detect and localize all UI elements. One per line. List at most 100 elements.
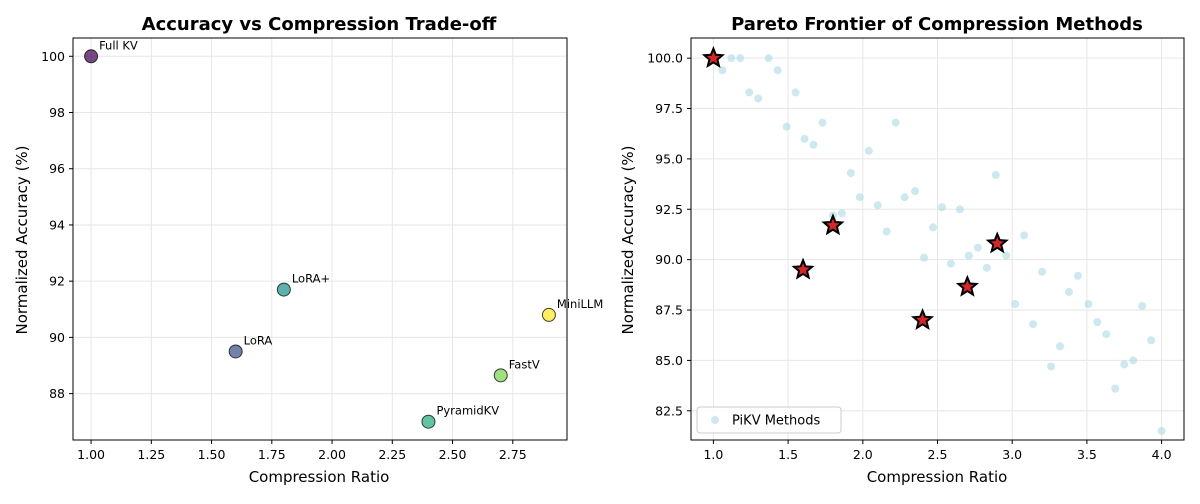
pikv-point xyxy=(1029,320,1038,329)
left-x-axis-label: Compression Ratio xyxy=(249,468,390,486)
left-x-tick-label: 2.25 xyxy=(378,447,406,462)
point-label: Full KV xyxy=(99,38,138,52)
pikv-point xyxy=(1020,231,1029,240)
pikv-point xyxy=(718,66,727,75)
legend-label: PiKV Methods xyxy=(732,414,820,429)
pikv-point xyxy=(754,94,763,103)
pikv-point xyxy=(973,243,982,252)
left-y-tick-label: 90 xyxy=(49,330,65,345)
left-x-tick-label: 1.75 xyxy=(258,447,286,462)
pikv-point xyxy=(800,134,809,143)
point-label: PyramidKV xyxy=(436,404,499,418)
pikv-point xyxy=(1102,330,1111,339)
right-x-tick-label: 2.5 xyxy=(928,447,948,462)
pikv-point xyxy=(955,205,964,214)
pikv-point xyxy=(1111,384,1120,393)
pikv-point xyxy=(1147,336,1156,345)
pikv-point xyxy=(736,54,745,63)
pikv-point xyxy=(1120,360,1129,369)
left-y-axis-label: Normalized Accuracy (%) xyxy=(13,145,31,334)
left-y-tick-label: 100 xyxy=(41,49,65,64)
pareto-star xyxy=(955,274,979,297)
point-label: LoRA xyxy=(244,333,273,347)
left-y-tick-label: 98 xyxy=(49,105,65,120)
point-fastv xyxy=(493,368,508,383)
right-x-tick-label: 3.5 xyxy=(1077,447,1097,462)
pikv-point xyxy=(1157,426,1166,435)
pikv-point xyxy=(1011,299,1020,308)
left-chart-title: Accuracy vs Compression Trade-off xyxy=(142,14,497,35)
pikv-point xyxy=(809,140,818,149)
pikv-point xyxy=(920,253,929,262)
right-plot-area: 1.0 1.5 2.0 2.5 3.0 3.5 4.0 82.5 85.0 87.5 90.0 92.… xyxy=(647,37,1185,462)
pikv-point xyxy=(1038,267,1047,276)
pikv-point xyxy=(764,54,773,63)
pikv-point xyxy=(846,169,855,178)
pikv-point xyxy=(982,263,991,272)
pikv-point xyxy=(900,193,909,202)
left-axes-frame xyxy=(72,37,568,441)
pareto-star xyxy=(985,231,1009,254)
right-x-tick-label: 3.0 xyxy=(1002,447,1022,462)
pareto-star xyxy=(821,213,845,236)
pikv-point xyxy=(1064,287,1073,296)
right-x-tick-label: 1.5 xyxy=(778,447,798,462)
right-y-axis-label: Normalized Accuracy (%) xyxy=(619,145,637,334)
pikv-point xyxy=(837,209,846,218)
right-y-tick-label: 97.5 xyxy=(655,101,683,116)
pikv-point xyxy=(1047,362,1056,371)
left-plot-area: 1.00 1.25 1.50 1.75 2.00 2.25 2.50 2.75 88 90 92 94… xyxy=(41,37,603,462)
pikv-point xyxy=(1129,356,1138,365)
pikv-point xyxy=(1093,318,1102,327)
pikv-point xyxy=(791,88,800,97)
pareto-star xyxy=(701,45,725,69)
point-label: FastV xyxy=(509,357,540,371)
right-axes-frame xyxy=(690,37,1185,441)
left-y-tick-label: 88 xyxy=(49,386,65,401)
pikv-point xyxy=(1056,342,1065,351)
right-x-tick-label: 1.0 xyxy=(703,447,723,462)
point-pyramidkv xyxy=(421,414,436,429)
pikv-point xyxy=(773,66,782,75)
pareto-star xyxy=(910,307,935,330)
right-x-axis-label: Compression Ratio xyxy=(867,468,1008,486)
right-y-tick-label: 85.0 xyxy=(655,353,683,368)
left-x-tick-label: 2.50 xyxy=(439,447,467,462)
left-y-tick-label: 96 xyxy=(49,161,65,176)
pikv-point xyxy=(929,223,938,232)
right-y-tick-label: 82.5 xyxy=(655,403,683,418)
pikv-point xyxy=(727,54,736,63)
pikv-point xyxy=(937,203,946,212)
legend-marker xyxy=(711,416,719,424)
right-chart-title: Pareto Frontier of Compression Methods xyxy=(731,14,1143,35)
left-x-tick-label: 1.25 xyxy=(137,447,165,462)
pikv-point xyxy=(864,146,873,155)
legend-box xyxy=(696,406,842,434)
right-y-tick-label: 100.0 xyxy=(647,51,683,66)
right-y-tick-label: 95.0 xyxy=(655,151,683,166)
pikv-point xyxy=(991,171,1000,180)
left-y-tick-label: 94 xyxy=(49,217,65,232)
right-y-tick-label: 92.5 xyxy=(655,202,683,217)
left-x-tick-label: 1.00 xyxy=(77,447,105,462)
pikv-point xyxy=(946,259,955,268)
point-lora- xyxy=(276,282,291,297)
pikv-point xyxy=(782,122,791,131)
pikv-point xyxy=(873,201,882,210)
pikv-point xyxy=(891,118,900,127)
right-x-tick-label: 4.0 xyxy=(1152,447,1172,462)
pikv-point xyxy=(745,88,754,97)
left-y-tick-label: 92 xyxy=(49,274,65,289)
point-minillm xyxy=(541,307,556,322)
right-y-tick-label: 90.0 xyxy=(655,252,683,267)
pikv-point xyxy=(964,251,973,260)
pikv-point xyxy=(1073,271,1082,280)
point-label: LoRA+ xyxy=(292,272,330,286)
pareto-star xyxy=(791,257,815,280)
pikv-point xyxy=(1138,302,1147,310)
left-x-tick-label: 1.50 xyxy=(198,447,226,462)
pikv-point xyxy=(1084,299,1093,308)
pikv-point xyxy=(1002,251,1011,260)
pikv-point xyxy=(818,118,827,127)
